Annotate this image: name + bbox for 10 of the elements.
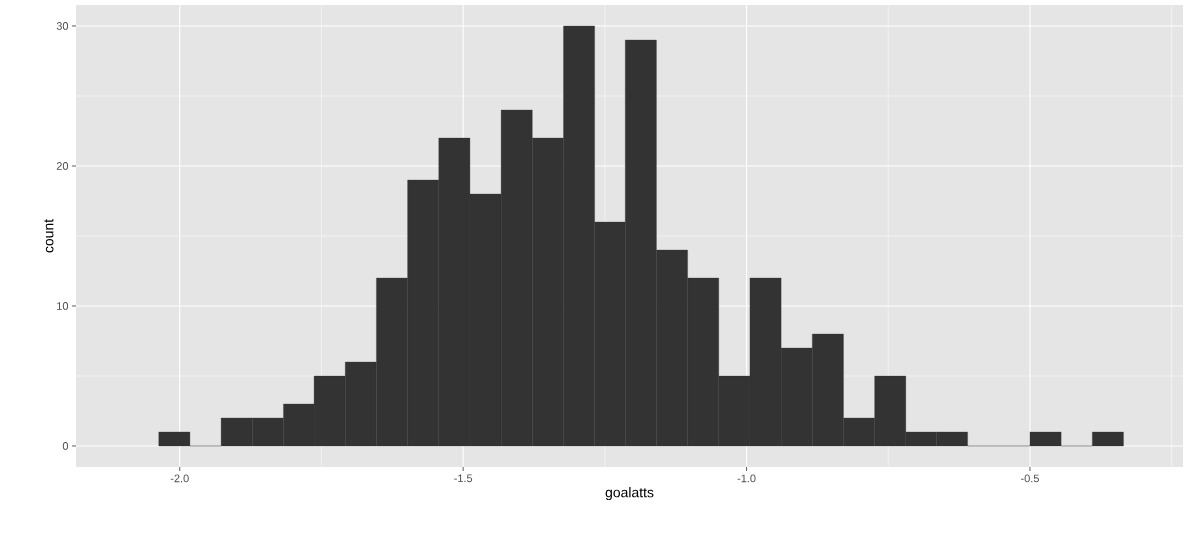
y-tick-label: 30	[56, 22, 69, 30]
x-axis-title: goalatts	[605, 487, 654, 501]
y-tick-label: 20	[56, 162, 69, 170]
x-tick-label: -1.0	[737, 474, 756, 483]
x-tick-label: -2.0	[170, 474, 189, 483]
x-tick-label: -1.5	[454, 474, 473, 483]
y-tick-label: 10	[57, 302, 69, 310]
y-tick-label: 0	[62, 442, 69, 450]
y-axis-title: count	[44, 219, 54, 253]
x-tick-label: -0.5	[1021, 474, 1039, 483]
